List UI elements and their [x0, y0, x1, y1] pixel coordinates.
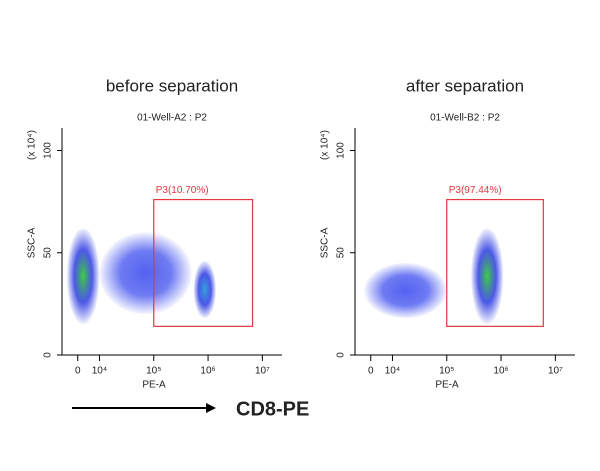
x-axis-label: PE-A [435, 380, 459, 391]
x-tick-label: 10⁴ [385, 366, 400, 377]
x-tick-label: 10⁶ [493, 366, 508, 377]
y-tick-label: 50 [336, 247, 347, 259]
x-tick-label: 0 [368, 366, 374, 377]
gate [446, 198, 544, 327]
panel-heading: after separation [406, 76, 524, 95]
cell-population [471, 228, 504, 325]
footer-label: CD8-PE [236, 398, 309, 420]
y-tick-label: 100 [43, 142, 54, 159]
gate [153, 198, 254, 327]
x-tick-label: 10⁷ [548, 366, 563, 377]
arrow-head [206, 403, 216, 413]
x-tick-label: 10⁶ [200, 366, 215, 377]
cell-population [66, 228, 100, 325]
panel-heading: before separation [106, 76, 238, 95]
x-tick-label: 10⁴ [92, 366, 107, 377]
cell-population [99, 232, 192, 315]
x-tick-label: 10⁷ [255, 366, 270, 377]
cell-population [193, 260, 216, 319]
y-axis-label: SSC-A [27, 227, 38, 258]
chart-title: 01-Well-B2 : P2 [430, 113, 500, 124]
y-tick-label: 0 [43, 352, 54, 358]
y-tick-label: 0 [336, 352, 347, 358]
y-axis-unit: (x 10⁴) [320, 130, 331, 160]
gate-label: P3(97.44%) [449, 185, 502, 196]
chart-title: 01-Well-A2 : P2 [137, 113, 207, 124]
x-tick-label: 10⁵ [146, 366, 161, 377]
x-tick-label: 10⁵ [439, 366, 454, 377]
y-tick-label: 50 [43, 247, 54, 259]
cell-population [364, 262, 447, 319]
x-axis-label: PE-A [142, 380, 166, 391]
gate-label: P3(10.70%) [156, 185, 209, 196]
x-tick-label: 0 [75, 366, 81, 377]
y-axis-label: SSC-A [320, 227, 331, 258]
y-axis-unit: (x 10⁴) [27, 130, 38, 160]
y-tick-label: 100 [336, 142, 347, 159]
